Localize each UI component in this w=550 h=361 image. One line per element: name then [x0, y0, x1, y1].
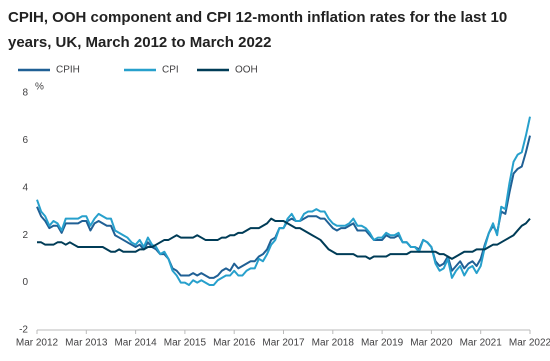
x-tick-label: Mar 2017 — [262, 338, 305, 349]
x-tick-label: Mar 2022 — [509, 338, 550, 349]
y-tick-label: 0 — [22, 277, 28, 288]
x-tick-label: Mar 2019 — [361, 338, 404, 349]
x-tick-label: Mar 2020 — [410, 338, 453, 349]
y-tick-label: -2 — [19, 325, 28, 336]
x-tick-label: Mar 2021 — [460, 338, 503, 349]
legend-label: CPI — [162, 65, 179, 76]
x-tick-label: Mar 2016 — [213, 338, 256, 349]
series-line — [36, 116, 531, 286]
x-tick-label: Mar 2015 — [164, 338, 207, 349]
y-axis-label: % — [35, 82, 44, 93]
series-line — [37, 217, 531, 260]
y-tick-label: 4 — [22, 182, 28, 193]
y-tick-label: 6 — [22, 135, 28, 146]
y-tick-label: 2 — [22, 230, 28, 241]
y-tick-label: 8 — [22, 88, 28, 99]
x-tick-label: Mar 2012 — [16, 338, 59, 349]
chart-title: CPIH, OOH component and CPI 12-month inf… — [8, 9, 508, 51]
x-tick-label: Mar 2018 — [312, 338, 355, 349]
legend-label: CPIH — [56, 65, 80, 76]
legend-label: OOH — [235, 65, 258, 76]
x-tick-label: Mar 2013 — [65, 338, 108, 349]
x-tick-label: Mar 2014 — [114, 338, 157, 349]
